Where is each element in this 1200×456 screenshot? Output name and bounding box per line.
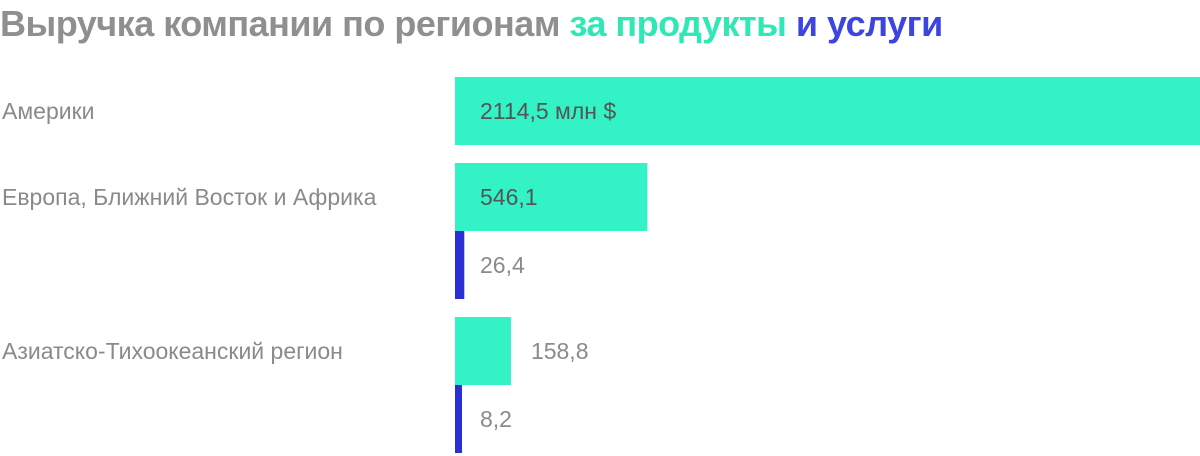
chart-title-main: Выручка компании по регионам [0,3,560,44]
bar-products [455,77,1200,145]
bar-products [455,317,511,385]
chart-title-products: за продукты [569,3,787,44]
data-label-services: 26,4 [480,252,525,278]
chart-title: Выручка компании по регионам за продукты… [0,2,943,46]
chart-title-services: услуги [827,3,943,44]
category-label: Европа, Ближний Восток и Африка [2,184,377,210]
data-label-products: 546,1 [480,184,538,210]
data-label-services: 8,2 [480,406,512,432]
category-label: Америки [2,98,95,124]
bar-products [455,163,648,231]
data-label-products: 2114,5 млн $ [480,98,616,124]
bar-services [455,231,465,299]
bar-services [455,385,462,453]
chart-title-connector: и [795,3,818,44]
data-label-products: 158,8 [531,338,589,364]
category-label: Азиатско-Тихоокеанский регион [2,338,343,364]
